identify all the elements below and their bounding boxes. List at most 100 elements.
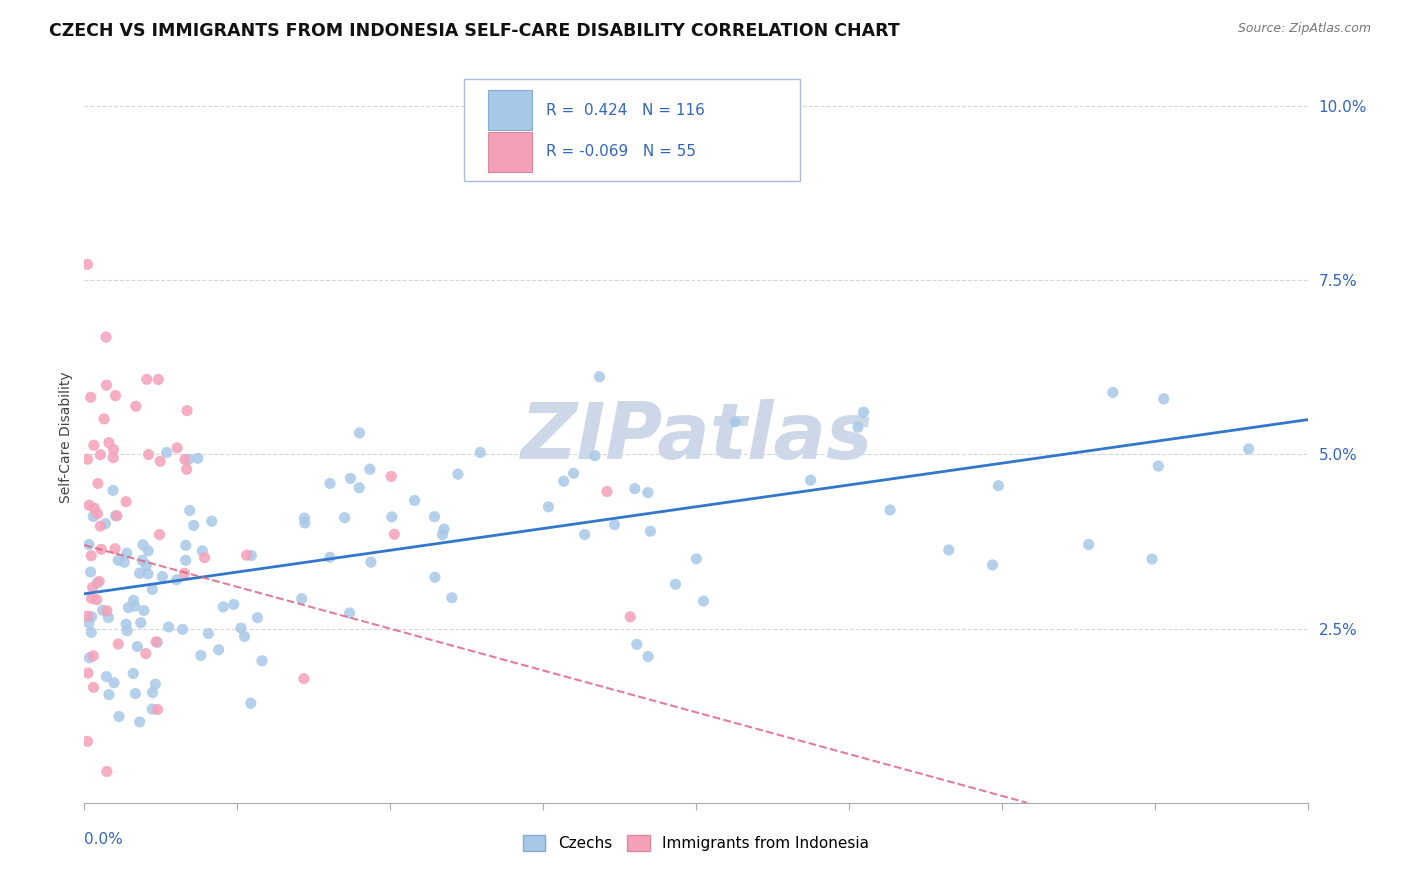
Point — [131, 553, 153, 567]
Point — [103, 450, 125, 465]
Point — [103, 675, 125, 690]
Point — [176, 403, 198, 417]
Point — [166, 441, 188, 455]
Point — [183, 518, 205, 533]
Point — [96, 670, 118, 684]
Point — [938, 543, 960, 558]
Point — [240, 549, 263, 563]
Point — [360, 555, 382, 569]
Point — [246, 610, 269, 624]
Point — [1102, 385, 1125, 400]
Point — [1140, 552, 1163, 566]
Point — [981, 558, 1004, 572]
Point — [179, 503, 201, 517]
Point — [141, 685, 163, 699]
Point — [382, 527, 405, 541]
Point — [128, 566, 150, 581]
Point — [222, 598, 245, 612]
Point — [127, 640, 149, 654]
Point — [201, 514, 224, 528]
Point — [80, 390, 103, 404]
Point — [724, 415, 747, 429]
Point — [103, 442, 125, 457]
Point — [603, 517, 626, 532]
Point — [664, 577, 686, 591]
Point — [339, 471, 361, 485]
Point — [146, 702, 169, 716]
Point — [96, 764, 118, 779]
Point — [553, 475, 575, 489]
Point — [987, 479, 1010, 493]
Point — [623, 482, 645, 496]
Point — [596, 484, 619, 499]
Point — [136, 544, 159, 558]
Point — [583, 449, 606, 463]
Point — [115, 617, 138, 632]
Point — [91, 603, 114, 617]
Point — [233, 630, 256, 644]
Point — [239, 696, 262, 710]
Point — [80, 549, 103, 563]
Point — [132, 538, 155, 552]
Point — [97, 688, 120, 702]
Point — [138, 448, 160, 462]
Point — [145, 635, 167, 649]
Point — [86, 575, 108, 590]
Point — [104, 508, 127, 523]
Point — [122, 593, 145, 607]
Point — [132, 604, 155, 618]
Point — [333, 510, 356, 524]
Point — [156, 445, 179, 459]
Point — [96, 604, 118, 618]
Point — [359, 462, 381, 476]
Text: Source: ZipAtlas.com: Source: ZipAtlas.com — [1237, 22, 1371, 36]
Point — [141, 582, 163, 597]
Point — [83, 501, 105, 516]
Point — [150, 569, 173, 583]
Point — [77, 666, 100, 681]
Point — [108, 709, 131, 723]
FancyBboxPatch shape — [464, 78, 800, 181]
Point — [76, 452, 98, 467]
Point — [129, 615, 152, 630]
Point — [637, 649, 659, 664]
Point — [173, 566, 195, 581]
Point — [117, 600, 139, 615]
Point — [423, 570, 446, 584]
Text: ZIPatlas: ZIPatlas — [520, 399, 872, 475]
Point — [176, 462, 198, 476]
Point — [135, 558, 157, 573]
Point — [90, 542, 112, 557]
Point — [319, 550, 342, 565]
Point — [128, 714, 150, 729]
Point — [107, 553, 129, 567]
Point — [191, 544, 214, 558]
Point — [292, 672, 315, 686]
Point — [94, 330, 117, 344]
Point — [135, 372, 157, 386]
Point — [177, 452, 200, 467]
Point — [104, 541, 127, 556]
Point — [172, 623, 194, 637]
Point — [82, 648, 104, 663]
Point — [101, 483, 124, 498]
Point — [174, 553, 197, 567]
Point — [229, 621, 252, 635]
Point — [115, 494, 138, 508]
Point — [190, 648, 212, 663]
Point — [124, 599, 146, 614]
Point — [319, 476, 342, 491]
Point — [537, 500, 560, 514]
Point — [562, 467, 585, 481]
Point — [626, 637, 648, 651]
Point — [76, 257, 98, 271]
Point — [447, 467, 470, 482]
Point — [1153, 392, 1175, 406]
Point — [208, 642, 231, 657]
Point — [135, 647, 157, 661]
Point — [83, 438, 105, 452]
Point — [97, 610, 120, 624]
Point — [187, 451, 209, 466]
Point — [105, 508, 128, 523]
Point — [82, 581, 104, 595]
